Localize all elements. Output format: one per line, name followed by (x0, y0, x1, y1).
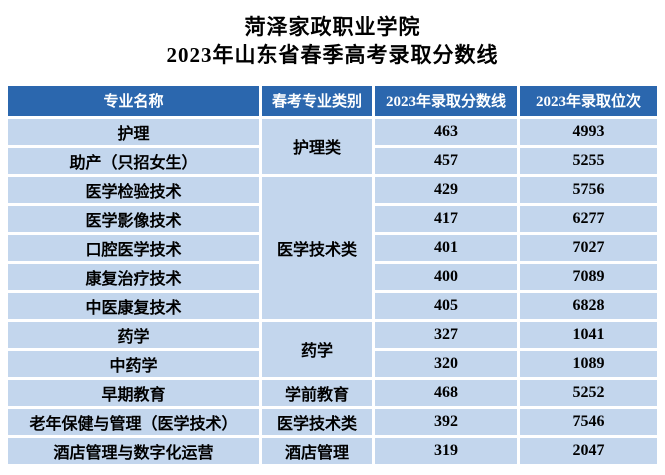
major-cell: 医学检验技术 (8, 176, 259, 203)
rank-cell: 4993 (520, 118, 657, 145)
column-header-major: 专业名称 (8, 85, 259, 116)
rank-cell: 5252 (520, 379, 657, 406)
rank-cell: 7089 (520, 263, 657, 290)
table-row: 酒店管理与数字化运营 酒店管理 319 2047 (8, 437, 657, 464)
major-cell: 医学影像技术 (8, 205, 259, 232)
score-cell: 429 (375, 176, 517, 203)
score-cell: 405 (375, 292, 517, 319)
rank-cell: 6277 (520, 205, 657, 232)
score-cell: 457 (375, 147, 517, 174)
major-cell: 中药学 (8, 350, 259, 377)
rank-cell: 5255 (520, 147, 657, 174)
major-cell: 中医康复技术 (8, 292, 259, 319)
score-cell: 327 (375, 321, 517, 348)
major-cell: 老年保健与管理（医学技术） (8, 408, 259, 435)
rank-cell: 6828 (520, 292, 657, 319)
rank-cell: 5756 (520, 176, 657, 203)
college-title: 菏泽家政职业学院 (244, 15, 421, 39)
table-header-row: 专业名称 春考专业类别 2023年录取分数线 2023年录取位次 (8, 85, 657, 116)
admission-score-table: 专业名称 春考专业类别 2023年录取分数线 2023年录取位次 护理 护理类 … (5, 83, 660, 467)
major-cell: 护理 (8, 118, 259, 145)
rank-cell: 2047 (520, 437, 657, 464)
major-cell: 助产（只招女生） (8, 147, 259, 174)
page-subtitle: 2023年山东省春季高考录取分数线 (166, 43, 499, 68)
rank-cell: 7546 (520, 408, 657, 435)
category-cell: 学前教育 (262, 379, 372, 406)
table-row: 中药学 320 1089 (8, 350, 657, 377)
table-row: 药学 药学 327 1041 (8, 321, 657, 377)
table-row: 助产（只招女生） 457 5255 (8, 147, 657, 174)
column-header-rank: 2023年录取位次 (520, 85, 657, 116)
table-row: 医学影像技术 417 6277 (8, 205, 657, 232)
major-cell: 康复治疗技术 (8, 263, 259, 290)
category-cell: 医学技术类 (262, 176, 372, 319)
major-cell: 酒店管理与数字化运营 (8, 437, 259, 464)
rank-cell: 1041 (520, 321, 657, 348)
category-cell: 医学技术类 (262, 408, 372, 435)
table-row: 医学检验技术 医学技术类 429 5756 (8, 176, 657, 319)
score-cell: 320 (375, 350, 517, 377)
table-row: 护理 护理类 463 4993 (8, 118, 657, 174)
table-row: 口腔医学技术 401 7027 (8, 234, 657, 261)
column-header-score: 2023年录取分数线 (375, 85, 517, 116)
score-cell: 468 (375, 379, 517, 406)
major-cell: 药学 (8, 321, 259, 348)
category-cell: 药学 (262, 321, 372, 377)
rank-cell: 1089 (520, 350, 657, 377)
score-cell: 463 (375, 118, 517, 145)
category-cell: 护理类 (262, 118, 372, 174)
page-header: 菏泽家政职业学院 2023年山东省春季高考录取分数线 (0, 0, 665, 70)
rank-cell: 7027 (520, 234, 657, 261)
score-cell: 392 (375, 408, 517, 435)
table-row: 老年保健与管理（医学技术） 医学技术类 392 7546 (8, 408, 657, 435)
major-cell: 口腔医学技术 (8, 234, 259, 261)
table-row: 中医康复技术 405 6828 (8, 292, 657, 319)
score-cell: 400 (375, 263, 517, 290)
column-header-category: 春考专业类别 (262, 85, 372, 116)
table-row: 早期教育 学前教育 468 5252 (8, 379, 657, 406)
score-cell: 417 (375, 205, 517, 232)
table-row: 康复治疗技术 400 7089 (8, 263, 657, 290)
score-cell: 319 (375, 437, 517, 464)
score-cell: 401 (375, 234, 517, 261)
category-cell: 酒店管理 (262, 437, 372, 464)
major-cell: 早期教育 (8, 379, 259, 406)
